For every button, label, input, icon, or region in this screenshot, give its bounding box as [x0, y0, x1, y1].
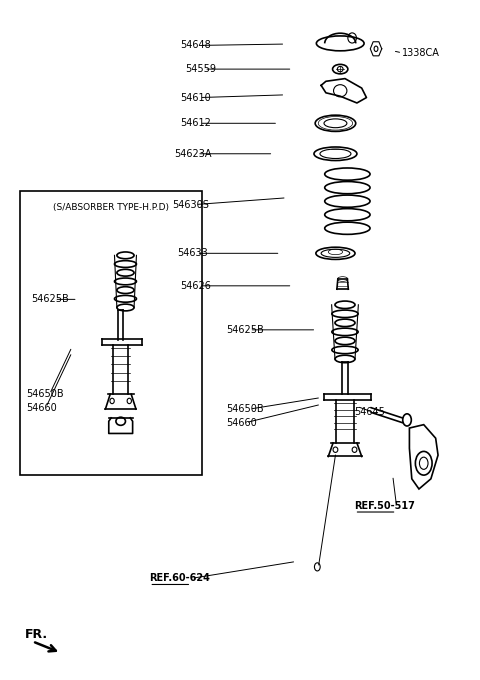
Text: 54630S: 54630S [172, 199, 209, 209]
Text: 54610: 54610 [180, 92, 211, 103]
Text: 54633: 54633 [178, 248, 208, 258]
Bar [21, 191, 202, 475]
Text: 54612: 54612 [180, 118, 211, 129]
Text: FR.: FR. [25, 628, 48, 641]
Text: REF.50-517: REF.50-517 [355, 501, 415, 511]
Text: 54660: 54660 [27, 403, 58, 413]
Text: 54625B: 54625B [227, 325, 264, 335]
Text: 54559: 54559 [185, 64, 216, 74]
Text: 54645: 54645 [355, 407, 385, 418]
Text: (S/ABSORBER TYPE-H.P.D): (S/ABSORBER TYPE-H.P.D) [53, 203, 169, 212]
Text: 54660: 54660 [227, 418, 257, 428]
Text: 54650B: 54650B [227, 404, 264, 414]
Text: 1338CA: 1338CA [402, 48, 440, 58]
Text: 54625B: 54625B [32, 294, 69, 305]
Text: 54650B: 54650B [27, 389, 64, 399]
Text: 54648: 54648 [180, 40, 211, 50]
Text: 54626: 54626 [180, 281, 211, 291]
Text: 54623A: 54623A [174, 149, 212, 158]
Text: REF.60-624: REF.60-624 [149, 573, 210, 583]
